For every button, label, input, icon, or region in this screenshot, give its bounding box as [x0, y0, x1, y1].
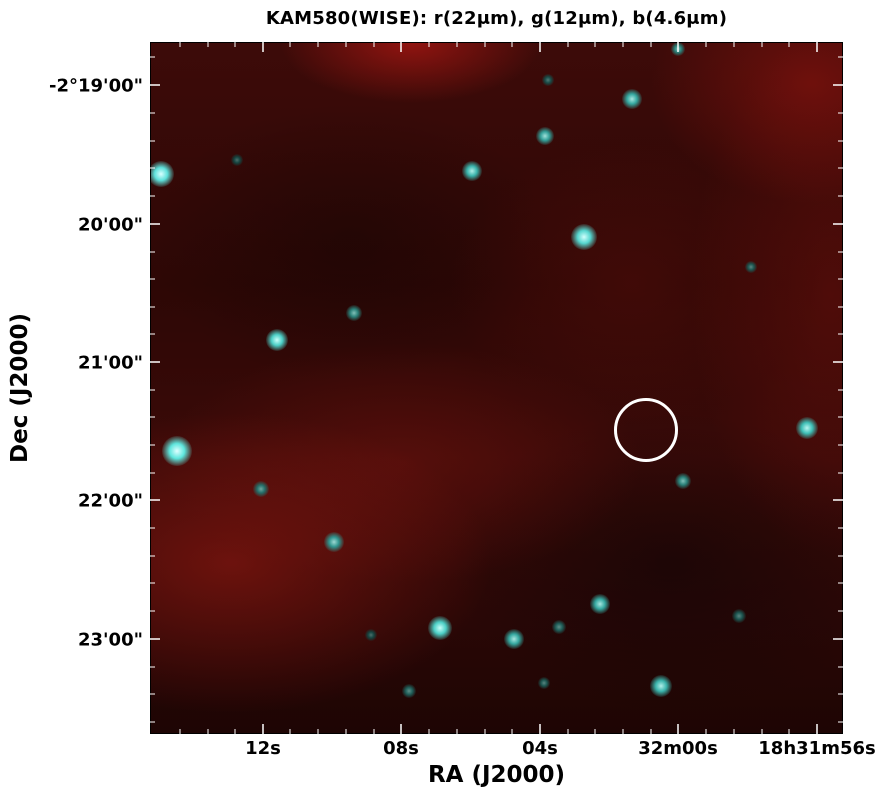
y-tick-label: 22'00"	[78, 490, 143, 512]
x-tick-label: 12s	[245, 738, 281, 759]
star	[462, 161, 482, 181]
star	[796, 417, 818, 439]
star	[324, 532, 344, 552]
y-tick-label: 23'00"	[78, 629, 143, 651]
star	[536, 127, 554, 145]
star	[571, 224, 597, 250]
star	[402, 684, 416, 698]
star	[365, 629, 377, 641]
star	[253, 481, 269, 497]
star	[504, 629, 524, 649]
star	[590, 594, 610, 614]
star	[650, 675, 672, 697]
star	[151, 161, 174, 187]
star	[671, 43, 685, 56]
x-tick-label: 08s	[383, 738, 419, 759]
star	[745, 261, 757, 273]
star	[231, 154, 243, 166]
x-tick-label: 32m00s	[638, 738, 718, 759]
star	[622, 89, 642, 109]
x-tick-label: 18h31m56s	[758, 738, 876, 759]
y-axis-label: Dec (J2000)	[7, 313, 33, 463]
star	[552, 620, 566, 634]
y-tick-label: -2°19'00"	[49, 75, 143, 97]
target-aperture-circle	[614, 398, 678, 462]
y-tick-label: 21'00"	[78, 352, 143, 374]
star	[162, 436, 192, 466]
star	[732, 609, 746, 623]
star	[428, 616, 452, 640]
figure-title: KAM580(WISE): r(22μm), g(12μm), b(4.6μm)	[265, 8, 728, 29]
star	[542, 74, 554, 86]
sky-image-panel	[150, 42, 843, 734]
star	[675, 473, 691, 489]
star	[538, 677, 550, 689]
x-axis-label: RA (J2000)	[427, 762, 566, 788]
star	[266, 329, 288, 351]
star	[346, 305, 362, 321]
sky-background	[151, 43, 842, 733]
y-tick-label: 20'00"	[78, 214, 143, 236]
x-tick-label: 04s	[522, 738, 558, 759]
